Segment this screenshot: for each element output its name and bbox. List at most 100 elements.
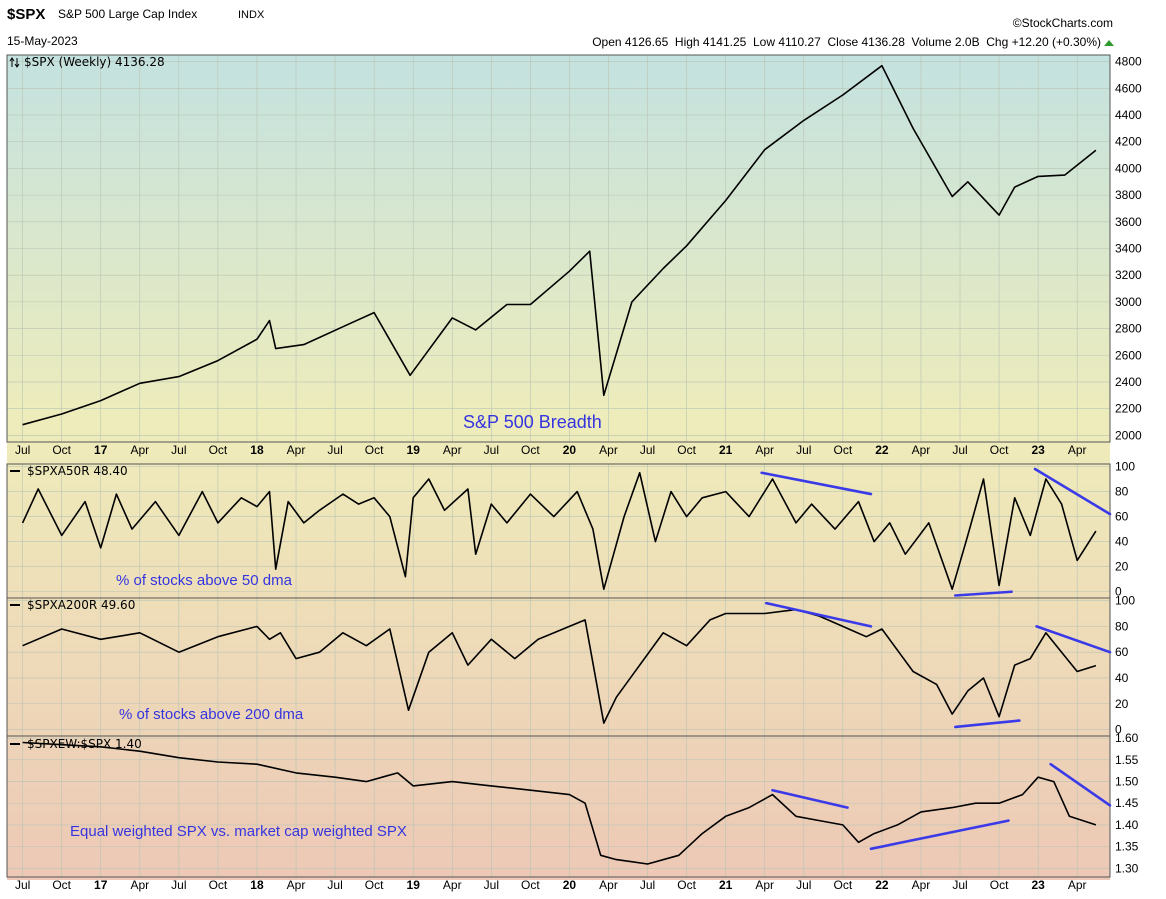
x-tick-label: Jul [796, 878, 811, 892]
y-tick-label: 3800 [1115, 188, 1142, 202]
x-tick-label: 17 [94, 443, 108, 457]
series-line-3 [22, 608, 1097, 724]
trend-line [954, 590, 1013, 597]
x-tick-label: Apr [287, 443, 306, 457]
x-tick-label: 19 [407, 878, 421, 892]
trend-lines [760, 467, 1112, 851]
panel-2: 0 20 40 60 80 100 $SPXA50R 48.40 % of stocks ab… [6, 460, 1135, 599]
x-tick-label: Oct [990, 443, 1009, 457]
x-tick-label: 21 [719, 443, 733, 457]
x-tick-label: Oct [677, 878, 696, 892]
y-tick-label: 3200 [1115, 268, 1142, 282]
y-tick-label: 4400 [1115, 108, 1142, 122]
x-tick-label: Jul [15, 443, 30, 457]
x-tick-label: Apr [1068, 443, 1087, 457]
series-line-1 [22, 64, 1097, 426]
bar-chart-icon [9, 57, 20, 68]
y-tick-label: 4800 [1115, 55, 1142, 69]
x-tick-label: Jul [327, 443, 342, 457]
y-tick-label: 3400 [1115, 242, 1142, 256]
ohlc-readout: Open 4126.65 High 4141.25 Low 4110.27 Cl… [592, 35, 1101, 49]
x-tick-label: Apr [130, 443, 149, 457]
trend-line [764, 601, 873, 628]
x-axes: Jul Oct 17 Apr Jul Oct 18 Apr Jul Oct 19 Apr Jul Oct 2… [15, 443, 1087, 892]
panel-frame [6, 54, 1111, 443]
panel-title: $SPX (Weekly) 4136.28 [24, 55, 165, 69]
x-tick-label: Jul [327, 878, 342, 892]
x-tick-label: 19 [407, 443, 421, 457]
index-name: S&P 500 Large Cap Index [58, 7, 197, 21]
chart-header: $SPX S&P 500 Large Cap Index INDX 15-May… [7, 6, 1114, 49]
x-tick-label: Jul [640, 443, 655, 457]
y-tick-label: 100 [1115, 594, 1135, 608]
y-tick-label: 4000 [1115, 161, 1142, 175]
x-tick-label: Oct [209, 443, 228, 457]
chart-date: 15-May-2023 [7, 34, 78, 48]
x-tick-label: 18 [250, 878, 264, 892]
panel-title: $SPXA50R 48.40 [27, 464, 128, 478]
trend-line [869, 819, 1010, 851]
x-tick-label: Apr [130, 878, 149, 892]
x-tick-label: Jul [640, 878, 655, 892]
panel-title: $SPXEW:$SPX 1.40 [27, 737, 142, 751]
symbol: $SPX [7, 6, 45, 23]
x-tick-label: Apr [1068, 878, 1087, 892]
x-tick-label: Jul [484, 878, 499, 892]
y-tick-label: 40 [1115, 535, 1129, 549]
x-tick-label: Oct [677, 443, 696, 457]
y-tick-label: 1.50 [1115, 775, 1139, 789]
x-tick-label: Apr [287, 878, 306, 892]
trend-line [1033, 467, 1112, 516]
x-tick-label: Jul [952, 878, 967, 892]
y-tick-label: 1.45 [1115, 796, 1139, 810]
y-tick-label: 20 [1115, 697, 1129, 711]
y-tick-label: 1.30 [1115, 861, 1139, 875]
x-tick-label: Oct [52, 443, 71, 457]
x-tick-label: Oct [521, 878, 540, 892]
y-tick-label: 1.40 [1115, 818, 1139, 832]
x-tick-label: 23 [1031, 443, 1045, 457]
x-tick-label: Jul [171, 878, 186, 892]
x-tick-label: Oct [990, 878, 1009, 892]
trend-line [1049, 762, 1112, 807]
x-tick-label: 17 [94, 878, 108, 892]
panel-annotation: Equal weighted SPX vs. market cap weight… [70, 823, 407, 840]
y-tick-label: 40 [1115, 671, 1129, 685]
x-tick-label: 20 [563, 878, 577, 892]
panel-annotation: % of stocks above 200 dma [119, 706, 304, 723]
x-tick-label: Jul [796, 443, 811, 457]
series-line-2 [21, 471, 1097, 591]
y-tick-label: 80 [1115, 619, 1129, 633]
x-tick-label: Oct [52, 878, 71, 892]
x-tick-label: Apr [755, 878, 774, 892]
x-tick-label: Apr [599, 443, 618, 457]
y-tick-label: 2400 [1115, 375, 1142, 389]
x-tick-label: Apr [599, 878, 618, 892]
exchange: INDX [238, 9, 265, 21]
trend-line [1035, 625, 1112, 654]
x-tick-label: Oct [365, 878, 384, 892]
x-tick-label: Oct [834, 443, 853, 457]
x-tick-label: Apr [912, 878, 931, 892]
x-tick-label: 20 [563, 443, 577, 457]
y-tick-label: 1.55 [1115, 753, 1139, 767]
y-tick-label: 60 [1115, 510, 1129, 524]
y-tick-label: 2200 [1115, 402, 1142, 416]
panel-annotation: S&P 500 Breadth [463, 412, 602, 432]
up-arrow-icon [1104, 40, 1114, 46]
y-tick-label: 100 [1115, 460, 1135, 474]
y-tick-label: 4600 [1115, 81, 1142, 95]
y-tick-label: 3000 [1115, 295, 1142, 309]
trend-line [954, 719, 1021, 729]
x-tick-label: Jul [15, 878, 30, 892]
panel-4: 1.30 1.35 1.40 1.45 1.50 1.55 1.60 $SPXEW:$SPX … [6, 731, 1139, 878]
x-tick-label: 22 [875, 878, 889, 892]
y-tick-label: 4200 [1115, 135, 1142, 149]
y-tick-label: 2800 [1115, 322, 1142, 336]
y-tick-label: 2000 [1115, 428, 1142, 442]
y-tick-label: 80 [1115, 485, 1129, 499]
x-tick-label: Jul [171, 443, 186, 457]
trend-line [771, 788, 849, 809]
panel-annotation: % of stocks above 50 dma [116, 572, 293, 589]
